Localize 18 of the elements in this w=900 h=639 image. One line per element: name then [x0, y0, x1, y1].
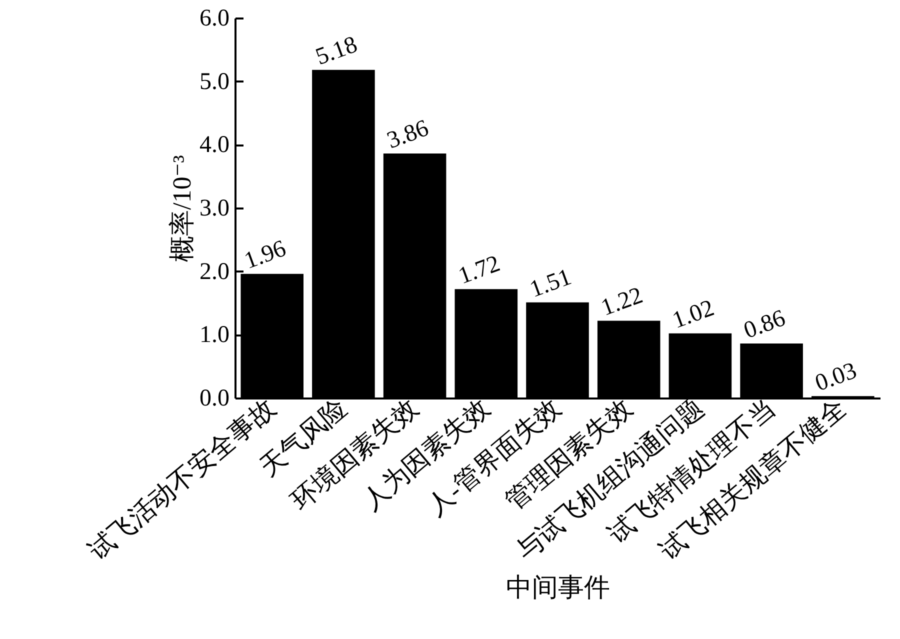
y-tick-label: 2.0	[200, 258, 230, 285]
data-label: 1.72	[455, 250, 504, 290]
data-label: 1.51	[526, 264, 575, 303]
y-axis-title: 概率/10⁻³	[168, 154, 196, 262]
y-tick-label: 0.0	[200, 386, 230, 412]
x-axis-title: 中间事件	[506, 572, 610, 602]
data-label: 0.03	[812, 358, 860, 397]
y-tick-label: 3.0	[200, 196, 230, 222]
data-label: 1.02	[669, 295, 718, 334]
y-tick-label: 5.0	[200, 68, 230, 95]
data-label: 1.96	[241, 236, 290, 274]
y-tick-label: 6.0	[200, 6, 230, 32]
y-tick-label: 1.0	[200, 322, 230, 348]
data-label: 0.86	[740, 305, 789, 344]
y-tick-label: 4.0	[200, 132, 230, 158]
data-label: 1.22	[598, 282, 646, 322]
data-label: 3.86	[384, 115, 432, 154]
data-label: 5.18	[312, 32, 361, 71]
